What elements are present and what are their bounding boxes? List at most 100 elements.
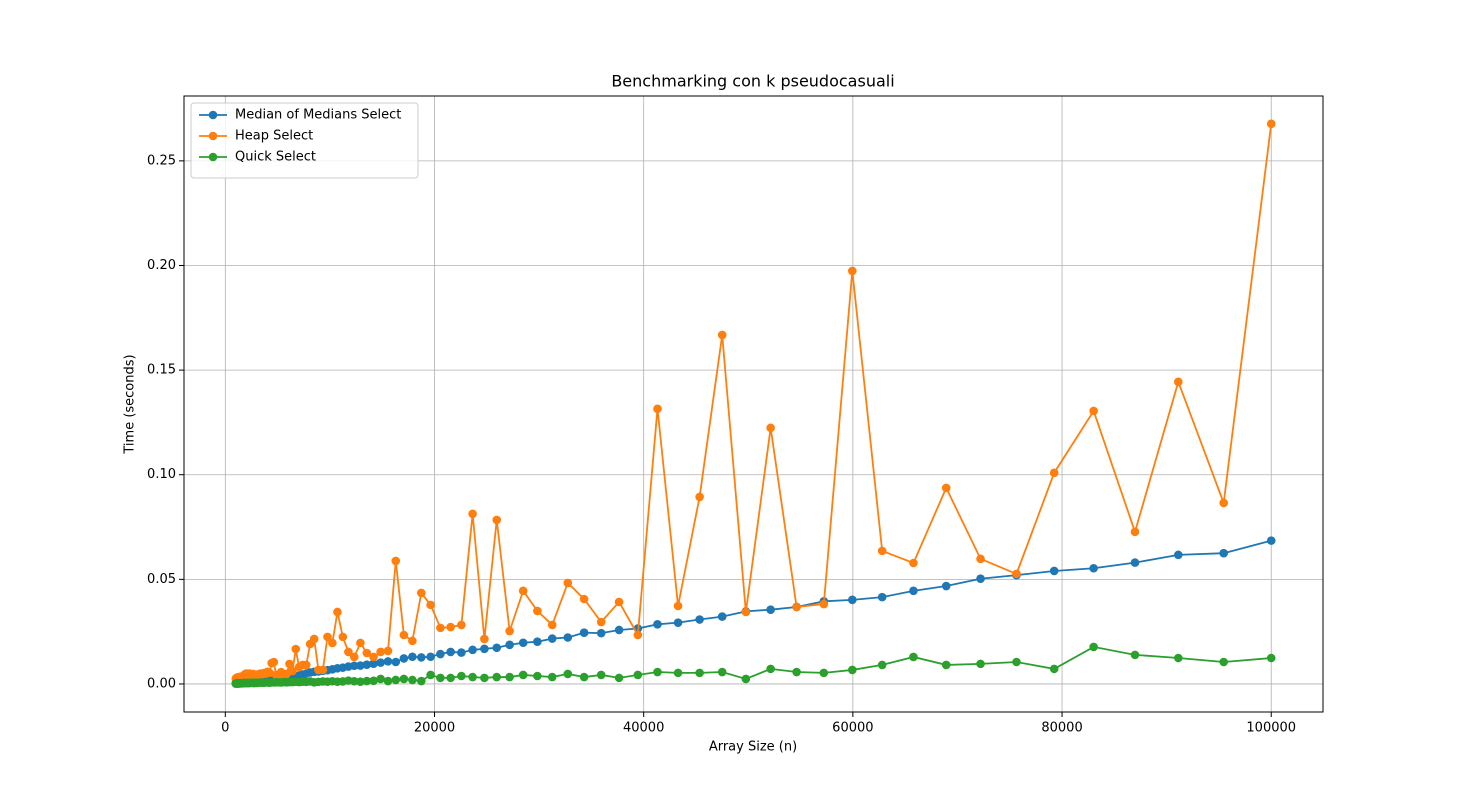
data-point xyxy=(1012,657,1021,667)
data-point xyxy=(349,661,359,671)
data-point xyxy=(416,588,426,598)
data-point xyxy=(436,673,445,683)
data-point xyxy=(579,672,589,682)
data-point xyxy=(356,661,365,670)
x-tick-label: 80000 xyxy=(1041,721,1082,736)
data-point xyxy=(909,586,918,596)
data-point xyxy=(446,647,455,657)
data-point xyxy=(391,675,401,685)
data-point xyxy=(391,657,401,667)
data-point xyxy=(533,606,542,616)
data-point xyxy=(695,668,704,678)
data-point xyxy=(596,670,606,680)
data-point xyxy=(518,670,528,680)
data-point xyxy=(362,660,372,670)
data-point xyxy=(416,676,426,686)
data-point xyxy=(1219,548,1228,558)
data-point xyxy=(614,673,624,683)
data-point xyxy=(408,675,417,685)
data-point xyxy=(819,599,829,609)
y-tick-label: 0.20 xyxy=(147,258,176,273)
data-point xyxy=(436,649,445,659)
data-point xyxy=(547,620,557,630)
chart-title: Benchmarking con k pseudocasuali xyxy=(611,72,894,91)
data-point xyxy=(819,668,829,678)
y-axis-label: Time (seconds) xyxy=(123,354,138,454)
data-point xyxy=(349,652,359,662)
data-point xyxy=(1049,468,1059,478)
data-point xyxy=(848,595,857,605)
data-point xyxy=(492,643,502,653)
data-point xyxy=(492,672,502,682)
data-point xyxy=(909,558,918,568)
data-point xyxy=(1012,569,1021,579)
data-point xyxy=(596,628,606,638)
data-point xyxy=(1130,527,1140,537)
data-point xyxy=(653,404,662,414)
data-point xyxy=(338,632,348,642)
data-point xyxy=(766,423,775,433)
data-point xyxy=(376,674,385,684)
data-point xyxy=(446,673,455,683)
data-point xyxy=(265,668,274,678)
data-point xyxy=(1089,563,1098,573)
data-point xyxy=(383,676,393,686)
data-point xyxy=(909,652,918,662)
data-point xyxy=(877,660,887,670)
data-point xyxy=(976,659,985,669)
data-point xyxy=(1089,642,1098,652)
data-point xyxy=(309,634,319,644)
y-tick-label: 0.25 xyxy=(147,153,176,168)
data-point xyxy=(301,660,311,670)
data-point xyxy=(976,574,985,584)
data-point xyxy=(426,652,435,662)
data-point xyxy=(741,607,751,617)
x-tick-label: 100000 xyxy=(1246,721,1296,736)
data-point xyxy=(457,648,466,657)
y-tick-label: 0.10 xyxy=(147,467,176,482)
data-point xyxy=(547,672,557,682)
data-point xyxy=(614,625,624,635)
data-point xyxy=(349,676,359,686)
data-point xyxy=(579,628,589,637)
data-point xyxy=(369,659,378,668)
data-point xyxy=(848,665,857,675)
data-point xyxy=(792,667,801,677)
data-point xyxy=(941,483,951,493)
data-point xyxy=(717,330,727,340)
data-point xyxy=(1266,119,1276,129)
data-point xyxy=(468,509,477,519)
data-point xyxy=(362,648,372,658)
data-point xyxy=(408,652,417,662)
legend-label: Quick Select xyxy=(235,150,316,165)
data-point xyxy=(1174,653,1183,663)
data-point xyxy=(579,594,589,604)
data-point xyxy=(976,554,985,564)
data-point xyxy=(468,645,477,655)
data-point xyxy=(633,630,643,640)
data-point xyxy=(369,676,378,686)
data-point xyxy=(1174,550,1183,560)
data-point xyxy=(323,632,332,642)
data-point xyxy=(673,618,683,627)
plot-frame xyxy=(183,95,1324,713)
data-point xyxy=(1130,650,1140,660)
data-point xyxy=(399,630,409,640)
data-point xyxy=(563,578,573,588)
data-point xyxy=(673,668,683,678)
y-tick-label: 0.05 xyxy=(147,572,176,587)
data-point xyxy=(695,492,704,502)
data-point xyxy=(505,640,514,650)
data-point xyxy=(1049,664,1059,674)
data-point xyxy=(391,556,401,566)
data-point xyxy=(547,634,557,643)
data-point xyxy=(1219,657,1228,667)
data-point xyxy=(848,266,857,276)
data-point xyxy=(533,671,542,681)
data-point xyxy=(766,664,775,674)
x-tick-label: 40000 xyxy=(623,721,664,736)
data-point xyxy=(1266,536,1276,545)
data-point xyxy=(285,659,294,669)
x-axis-label: Array Size (n) xyxy=(709,740,797,755)
